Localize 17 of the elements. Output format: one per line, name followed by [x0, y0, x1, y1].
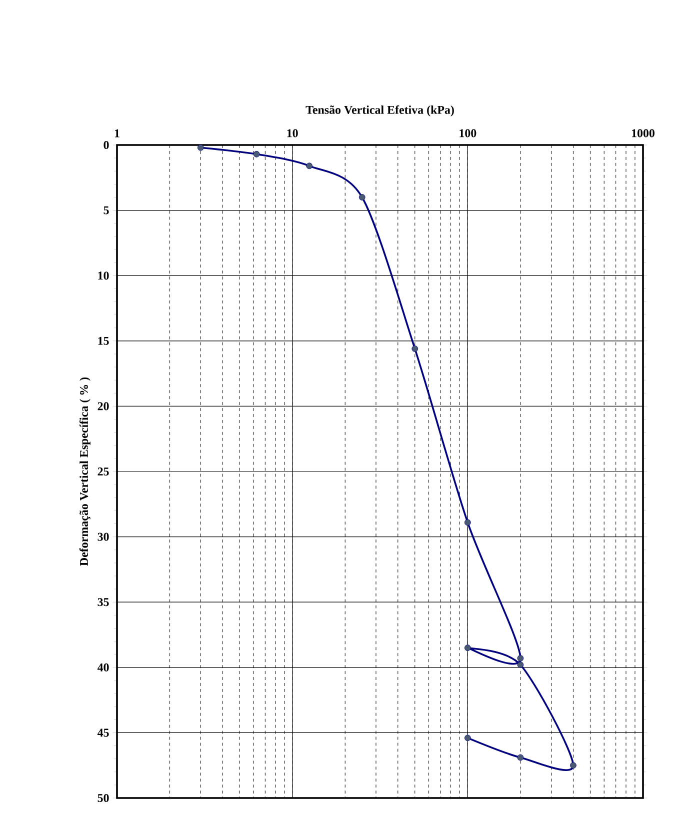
y-tick-label: 25	[98, 467, 109, 476]
y-tick-label: 15	[98, 336, 109, 345]
y-tick-label: 0	[104, 140, 109, 150]
y-tick-label: 50	[98, 794, 109, 802]
x-tick-label: 10	[287, 129, 298, 138]
y-tick-label: 45	[97, 728, 109, 737]
y-tick-label: 10	[98, 272, 109, 280]
y-tick-label: 30	[98, 532, 109, 541]
x-tick-label: 100	[460, 129, 476, 138]
y-axis-title: Deformação Vertical Específica ( % )	[79, 377, 90, 566]
x-tick-label: 1	[114, 129, 120, 138]
y-tick-label: 40	[97, 663, 109, 672]
x-tick-label: 1000	[632, 129, 654, 138]
y-tick-label: 20	[98, 402, 109, 410]
y-tick-label: 5	[104, 206, 109, 214]
y-tick-label: 35	[98, 598, 109, 606]
x-axis-title: Tensão Vertical Efetiva (kPa)	[306, 105, 454, 116]
